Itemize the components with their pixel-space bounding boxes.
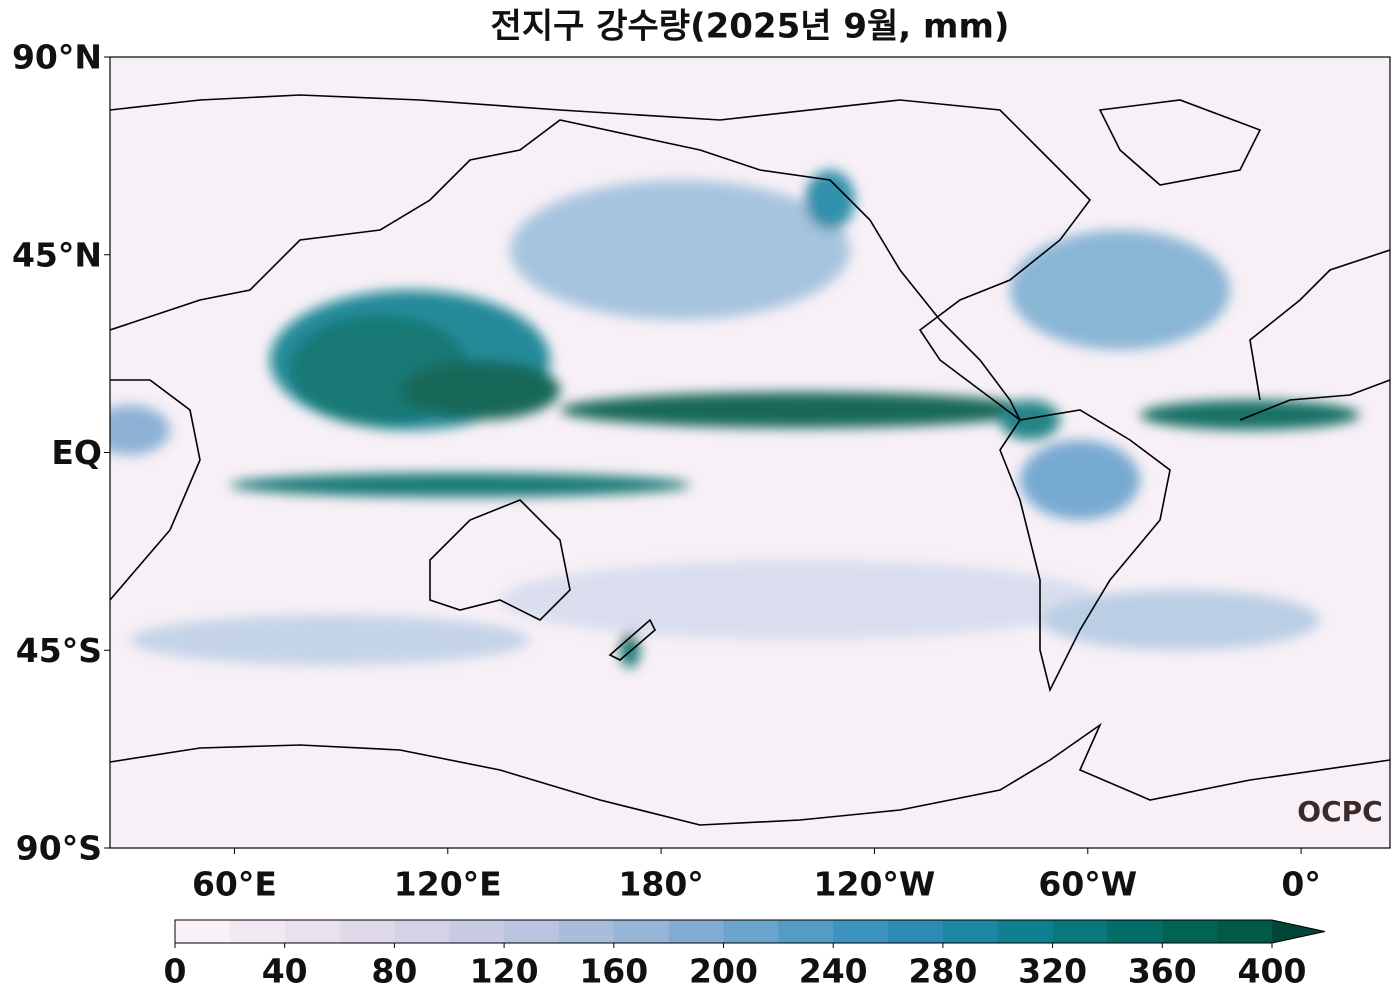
y-tick-label: EQ <box>51 433 102 472</box>
colorbar-bin <box>175 920 231 943</box>
y-tick-label: 90°N <box>12 38 102 77</box>
colorbar-tick-label: 120 <box>470 952 539 991</box>
x-tick-label: 180° <box>618 865 703 904</box>
colorbar-bin <box>1052 920 1108 943</box>
colorbar-bin <box>449 920 505 943</box>
x-tick-label: 120°W <box>814 865 936 904</box>
colorbar-outline <box>174 919 1326 944</box>
colorbar-tick-label: 80 <box>371 952 417 991</box>
x-tick-label: 0° <box>1281 865 1320 904</box>
y-tick-label: 45°N <box>12 235 102 274</box>
colorbar-tick-label: 280 <box>908 952 977 991</box>
colorbar-bin <box>942 920 999 943</box>
colorbar-tick-label: 0 <box>164 952 187 991</box>
precip-field: OCPC <box>110 57 1390 848</box>
axes: 60°E 120°E 180° 120°W 60°W 0° 90°N 45°N EQ 45°S 90… <box>12 38 1321 904</box>
colorbar-bin <box>1217 920 1273 943</box>
x-tick-label: 60°W <box>1038 865 1137 904</box>
colorbar-bin <box>284 920 341 943</box>
map-title: 전지구 강수량(2025년 9월, mm) <box>491 7 1010 47</box>
y-tick-label: 45°S <box>16 631 102 670</box>
x-tick-label: 60°E <box>192 865 277 904</box>
colorbar-bin <box>504 920 560 943</box>
colorbar-bin <box>339 920 395 943</box>
colorbar-bin <box>1107 920 1163 943</box>
colorbar-bin <box>723 920 779 943</box>
colorbar-bin <box>394 920 450 943</box>
colorbar-tick-label: 200 <box>689 952 758 991</box>
colorbar-tick-label: 400 <box>1238 952 1307 991</box>
colorbar-tick-label: 320 <box>1018 952 1087 991</box>
colorbar: 0 40 80 120 160 200 240 280 320 360 400 <box>164 919 1326 991</box>
colorbar-bin <box>888 920 944 943</box>
colorbar-tick-label: 360 <box>1128 952 1197 991</box>
colorbar-tick-label: 40 <box>262 952 308 991</box>
colorbar-tick-label: 160 <box>579 952 648 991</box>
colorbar-bin <box>1162 920 1218 943</box>
watermark: OCPC <box>1297 795 1382 828</box>
colorbar-bin <box>778 920 834 943</box>
colorbar-bin <box>613 920 670 943</box>
colorbar-bin <box>229 920 286 943</box>
colorbar-bin <box>997 920 1054 943</box>
colorbar-bin <box>668 920 724 943</box>
y-tick-label: 90°S <box>16 829 102 868</box>
colorbar-tick-label: 240 <box>799 952 868 991</box>
colorbar-bin <box>833 920 889 943</box>
x-tick-label: 120°E <box>394 865 502 904</box>
colorbar-extend <box>1272 920 1325 943</box>
colorbar-bin <box>558 920 615 943</box>
